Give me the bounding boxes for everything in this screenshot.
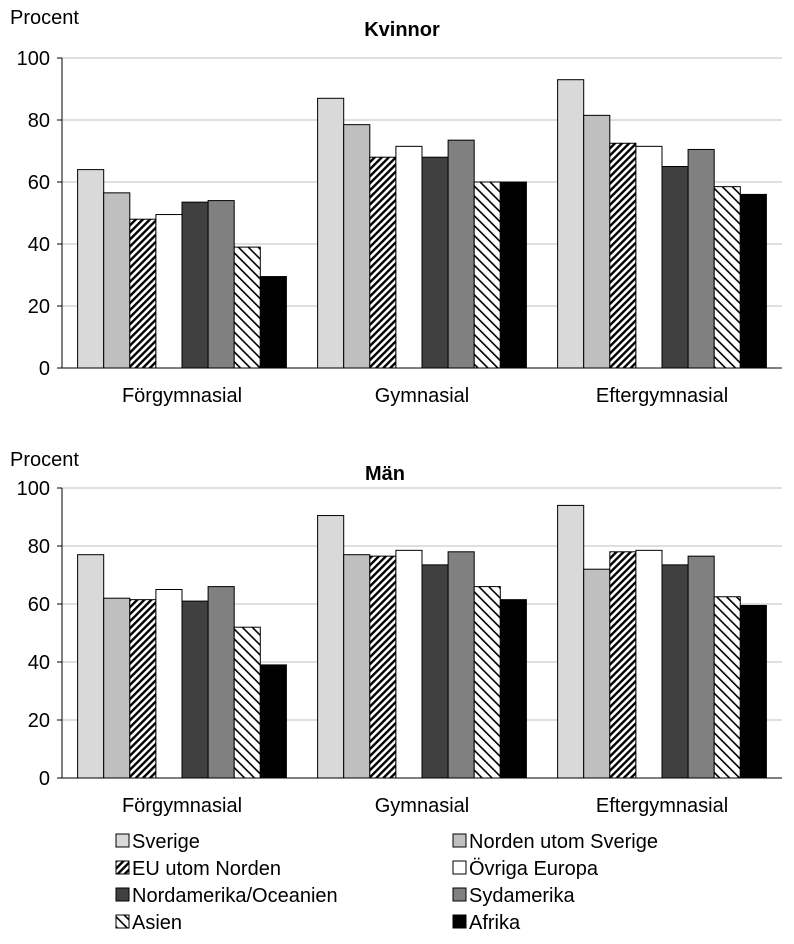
man-bar-norden-utom-sverige-gymnasial (343, 554, 371, 779)
man-bar-sverige-gymnasial (317, 515, 345, 779)
kvinnor-chart: Procent Kvinnor 0 20 40 60 80 100 Förgymnasial… (10, 7, 782, 407)
legend-label-asien: Asien (132, 912, 182, 934)
man-bar-eu-utom-norden-gymnasial (369, 555, 397, 779)
kvinnor-bar-ovriga-europa-gymnasial (395, 145, 423, 369)
man-bar-sydamerika-gymnasial (447, 551, 475, 779)
kvinnor-title: Kvinnor (364, 19, 440, 41)
kvinnor-bar-norden-utom-sverige-eftergymnasial (583, 114, 611, 369)
man-bar-eu-utom-norden-forgymnasial (129, 599, 157, 779)
kvinnor-bar-asien-eftergymnasial (713, 186, 741, 369)
legend-swatch-sverige (115, 833, 130, 848)
legend-label-afrika: Afrika (469, 912, 521, 934)
kvinnor-plot-area: 0 20 40 60 80 100 Förgymnasial Gymnasial Eftergy… (17, 48, 782, 407)
man-bar-afrika-forgymnasial (259, 664, 287, 779)
man-bar-nordamerika-oceanien-gymnasial (421, 564, 449, 779)
kvinnor-ytick-label: 80 (28, 110, 50, 132)
man-ytick-label: 60 (28, 594, 50, 616)
kvinnor-bar-eu-utom-norden-gymnasial (369, 156, 397, 369)
kvinnor-bar-afrika-eftergymnasial (739, 193, 767, 369)
man-bar-asien-forgymnasial (233, 626, 261, 779)
man-ylabel: Procent (10, 449, 79, 471)
man-ytick-label: 20 (28, 710, 50, 732)
man-chart: Procent Män 0 20 40 60 80 100 Förgymnasial Gymn… (10, 449, 782, 817)
man-ytick-label: 80 (28, 536, 50, 558)
kvinnor-bar-nordamerika-oceanien-forgymnasial (181, 201, 209, 369)
man-bar-afrika-eftergymnasial (739, 604, 767, 779)
man-bar-afrika-gymnasial (499, 599, 527, 779)
legend-swatch-ovriga-europa (452, 860, 467, 875)
kvinnor-bar-ovriga-europa-eftergymnasial (635, 145, 663, 369)
man-bar-norden-utom-sverige-forgymnasial (103, 597, 131, 779)
kvinnor-ytick-label: 100 (17, 48, 50, 70)
legend-swatch-afrika (452, 914, 467, 929)
legend-swatch-eu-utom-norden (115, 860, 130, 875)
man-plot-area: 0 20 40 60 80 100 Förgymnasial Gymnasial Eftergy… (17, 478, 782, 817)
kvinnor-bar-asien-forgymnasial (233, 246, 261, 369)
legend-label-eu-utom-norden: EU utom Norden (132, 858, 281, 880)
kvinnor-ytick-label: 20 (28, 296, 50, 318)
man-title: Män (365, 463, 405, 485)
legend: Sverige Norden utom Sverige EU utom Norden… (115, 831, 658, 934)
legend-label-norden-utom-sverige: Norden utom Sverige (469, 831, 658, 853)
man-bar-sverige-forgymnasial (77, 554, 105, 779)
man-ytick-label: 100 (17, 478, 50, 500)
kvinnor-ylabel: Procent (10, 7, 79, 29)
man-bar-nordamerika-oceanien-forgymnasial (181, 600, 209, 779)
kvinnor-bar-sverige-forgymnasial (77, 169, 105, 369)
kvinnor-bar-nordamerika-oceanien-eftergymnasial (661, 166, 689, 369)
kvinnor-bar-sverige-eftergymnasial (557, 79, 585, 369)
legend-label-ovriga-europa: Övriga Europa (469, 858, 599, 880)
man-bar-nordamerika-oceanien-eftergymnasial (661, 564, 689, 779)
kvinnor-category-label: Eftergymnasial (596, 385, 728, 407)
kvinnor-bar-sydamerika-eftergymnasial (687, 148, 715, 369)
man-bar-sydamerika-forgymnasial (207, 586, 235, 779)
man-category-label: Gymnasial (375, 795, 469, 817)
man-category-label: Eftergymnasial (596, 795, 728, 817)
kvinnor-bar-sydamerika-gymnasial (447, 139, 475, 369)
legend-swatch-nordamerika-oceanien (115, 887, 130, 902)
legend-label-nordamerika-oceanien: Nordamerika/Oceanien (132, 885, 338, 907)
legend-label-sydamerika: Sydamerika (469, 885, 575, 907)
legend-swatch-norden-utom-sverige (452, 833, 467, 848)
kvinnor-category-label: Gymnasial (375, 385, 469, 407)
man-bar-asien-eftergymnasial (713, 596, 741, 779)
man-bar-norden-utom-sverige-eftergymnasial (583, 568, 611, 779)
man-bar-sverige-eftergymnasial (557, 504, 585, 779)
legend-swatch-sydamerika (452, 887, 467, 902)
man-bar-asien-gymnasial (473, 586, 501, 779)
legend-swatch-asien (115, 914, 130, 929)
kvinnor-bar-norden-utom-sverige-gymnasial (343, 124, 371, 369)
man-ytick-label: 0 (39, 768, 50, 790)
kvinnor-bar-nordamerika-oceanien-gymnasial (421, 156, 449, 369)
man-bar-ovriga-europa-eftergymnasial (635, 549, 663, 779)
man-bar-ovriga-europa-forgymnasial (155, 589, 183, 779)
kvinnor-ytick-label: 60 (28, 172, 50, 194)
kvinnor-bar-afrika-gymnasial (499, 181, 527, 369)
man-bar-sydamerika-eftergymnasial (687, 555, 715, 779)
kvinnor-ytick-label: 0 (39, 358, 50, 380)
kvinnor-bar-asien-gymnasial (473, 181, 501, 369)
kvinnor-bar-eu-utom-norden-eftergymnasial (609, 142, 637, 369)
man-bar-ovriga-europa-gymnasial (395, 549, 423, 779)
kvinnor-bar-sydamerika-forgymnasial (207, 200, 235, 369)
man-bar-eu-utom-norden-eftergymnasial (609, 551, 637, 779)
kvinnor-bar-sverige-gymnasial (317, 97, 345, 369)
kvinnor-bar-norden-utom-sverige-forgymnasial (103, 192, 131, 369)
kvinnor-bar-afrika-forgymnasial (259, 276, 287, 369)
man-category-label: Förgymnasial (122, 795, 242, 817)
legend-label-sverige: Sverige (132, 831, 200, 853)
kvinnor-bar-ovriga-europa-forgymnasial (155, 214, 183, 369)
kvinnor-bar-eu-utom-norden-forgymnasial (129, 218, 157, 369)
kvinnor-category-label: Förgymnasial (122, 385, 242, 407)
kvinnor-ytick-label: 40 (28, 234, 50, 256)
man-ytick-label: 40 (28, 652, 50, 674)
